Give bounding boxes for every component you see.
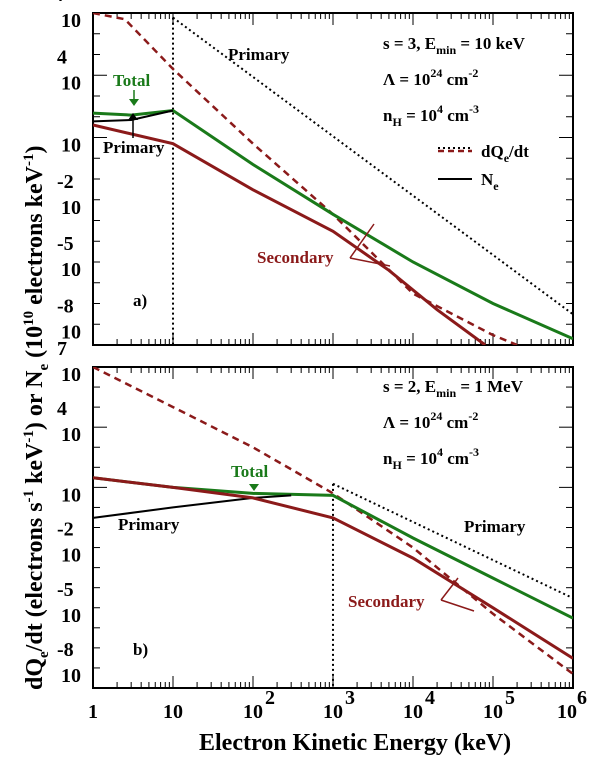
x-tick-label: 10 [323,701,343,723]
y-tick-exponent: -5 [57,233,74,255]
y-tick-label: 10 [61,665,81,687]
panel-b-secondary-arrow-2 [440,599,475,612]
panel-a-frame [92,12,574,346]
panel-b-label: b) [133,640,148,659]
panel-b-param-1: s = 2, Emin = 1 MeV [383,377,524,400]
panel-b-primary-ne-line [93,494,292,519]
legend-ne-label: Ne [481,170,499,193]
x-tick-exponent: 5 [505,687,515,709]
panel-b-total-label: Total [231,462,268,481]
panel-a-total-label: Total [113,71,150,90]
x-tick-label: 10 [483,701,503,723]
x-tick-exponent: 2 [265,687,275,709]
panel-a-primary-top-label: Primary [228,45,290,64]
panel-b-primary-dqdt-line [332,482,573,600]
y-axis-title: dQe/dt (electrons s-1 keV-1) or Ne (1010… [21,146,52,690]
y-tick-exponent: 7 [57,0,67,6]
panel-a-total-ne-line [93,108,573,341]
y-tick-exponent: -8 [57,639,74,661]
panel-b-secondary-label: Secondary [348,592,425,611]
panel-a-primary-left-label: Primary [103,138,165,157]
panel-a-secondary-label: Secondary [257,248,334,267]
y-tick-label: 10 [61,72,81,94]
y-tick-label: 10 [61,605,81,627]
y-tick-label: 10 [61,259,81,281]
y-tick-exponent: -8 [57,295,74,317]
panel-a-param-1: s = 3, Emin = 10 keV [383,34,526,57]
y-tick-exponent: -2 [57,519,74,541]
panel-a-secondary-arrow-2 [349,257,391,267]
x-tick-label: 10 [163,701,183,723]
y-tick-label: 10 [61,364,81,386]
y-tick-label: 10 [61,135,81,157]
panel-b-param-3: nH = 104 cm-3 [383,445,479,472]
panel-b-secondary-arrow-1 [440,577,459,601]
panel-a-ticks: 10 7 10 4 10 10 -2 10 -5 10 -8 [57,0,573,346]
panel-a-total-arrowhead [129,99,139,106]
x-tick-exponent: 6 [577,687,587,709]
y-tick-label: 10 [61,197,81,219]
y-tick-exponent: 7 [57,338,67,360]
panel-b-secondary-ne-line [93,476,573,660]
y-tick-exponent: 4 [57,398,67,420]
panel-a-secondary-arrow-1 [349,223,375,259]
y-tick-label: 10 [61,484,81,506]
y-tick-exponent: -5 [57,579,74,601]
legend-dqdt-label: dQe/dt [481,142,529,165]
y-tick-label: 10 [61,321,81,343]
y-tick-label: 10 [61,10,81,32]
panel-a-label: a) [133,291,147,310]
panel-b-primary-left-label: Primary [118,515,180,534]
panel-a-param-3: nH = 104 cm-3 [383,102,479,129]
x-tick-label: 1 [88,701,98,723]
x-tick-exponent: 3 [345,687,355,709]
x-tick-label: 10 [403,701,423,723]
y-tick-label: 10 [61,545,81,567]
panel-b-total-arrowhead [249,484,259,491]
y-tick-label: 10 [61,424,81,446]
panel-a-secondary-ne-line [93,123,487,345]
panel-b-secondary-dqdt-line [93,367,573,675]
panel-b-param-2: Λ = 1024 cm-2 [383,409,478,432]
panel-a-secondary-dqdt-line [93,13,518,345]
panel-a-primary-left-arrowhead [128,113,138,120]
x-axis-title: Electron Kinetic Energy (keV) [199,730,511,756]
panel-b-primary-right-label: Primary [464,517,526,536]
x-tick-label: 10 [557,701,577,723]
panel-a-primary-dqdt-line [172,16,573,316]
panel-a-param-2: Λ = 1024 cm-2 [383,66,478,89]
panel-b-ticks: 10 7 10 4 10 10 -2 10 -5 10 -8 [57,338,573,689]
y-tick-exponent: -2 [57,171,74,193]
x-tick-label: 10 [243,701,263,723]
y-tick-exponent: 4 [57,46,67,68]
x-tick-exponent: 4 [425,687,435,709]
